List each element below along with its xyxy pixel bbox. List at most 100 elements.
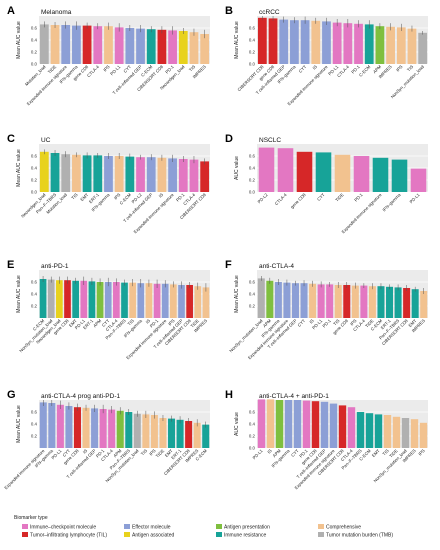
legend-label-antigen-presentation: Antigen presentation <box>224 524 270 530</box>
y-axis-label: AUC value <box>234 412 240 436</box>
legend-swatch-immune-checkpoint <box>22 524 28 529</box>
bar-a-13 <box>168 30 177 64</box>
panel-c: C0.00.20.40.6UCMean AUC valueNeoantigen_… <box>7 133 210 234</box>
legend-label-immune-checkpoint: Immune–checkpoint molecule <box>30 524 96 530</box>
bar-d-6 <box>354 156 370 192</box>
bar-f-8 <box>318 284 325 318</box>
bar-e-8 <box>97 282 104 318</box>
x-tick-label: IS <box>158 192 165 199</box>
bar-g-6 <box>83 408 90 448</box>
legend-title: Biomarker type <box>14 515 48 521</box>
y-axis-label: Mean AUC value <box>16 21 22 59</box>
panel-h: H0.00.20.40.6anti-CTLA-4 + anti-PD-1AUC … <box>225 389 428 490</box>
legend-label-immune-resistance: Immune resistance <box>224 532 266 538</box>
bar-f-4 <box>283 283 290 318</box>
bar-d-2 <box>278 148 294 192</box>
y-tick-label: 0.4 <box>249 166 256 171</box>
x-tick-label: Expanded immune signature <box>3 448 46 491</box>
bar-f-19 <box>412 289 419 318</box>
y-tick-label: 0.6 <box>31 410 38 415</box>
x-tick-label: PD-L1 <box>109 64 122 77</box>
legend-label-comprehensive: Comprehensive <box>326 524 361 530</box>
panel-a: A 0.0 0.2 0.4 0.6 Melanoma Mean AUC valueMutat… <box>7 5 210 106</box>
y-tick-label: 0.2 <box>249 178 256 183</box>
bar-g-2 <box>48 403 55 448</box>
bar-e-15 <box>154 284 161 318</box>
panel-g: G0.20.40.6anti-CTLA-4 prog anti-PD-1Mean… <box>3 389 210 490</box>
bar-d-7 <box>373 158 389 192</box>
y-tick-label: 0.4 <box>31 38 38 43</box>
bar-g-7 <box>91 408 98 448</box>
bar-f-10 <box>335 285 342 318</box>
legend-label-til: Tumor–infiltrating lymphocyte (TIL) <box>30 532 107 538</box>
legend-swatch-effector <box>124 524 130 529</box>
bar-g-9 <box>108 410 115 448</box>
bar-b-14 <box>397 27 406 64</box>
y-tick-label: 0.4 <box>249 38 256 43</box>
bar-a-9 <box>125 28 134 64</box>
bar-f-7 <box>309 284 316 318</box>
bar-c-6 <box>93 155 102 192</box>
bar-a-10 <box>136 29 145 64</box>
x-tick-label: CTLA-4 <box>274 192 288 206</box>
bar-f-14 <box>369 286 376 318</box>
bar-b-12 <box>376 26 385 64</box>
y-tick-label: 0.0 <box>31 190 38 195</box>
bar-h-4 <box>285 400 292 448</box>
bar-e-6 <box>80 281 87 318</box>
y-axis-label: AUC value <box>234 156 240 180</box>
bar-c-2 <box>51 153 60 192</box>
legend-swatch-antigen-presentation <box>216 524 222 529</box>
legend-items: Immune–checkpoint molecule Effector molec… <box>22 524 393 538</box>
y-axis-label: Mean AUC value <box>16 405 22 443</box>
bar-e-3 <box>56 280 63 318</box>
bar-g-16 <box>168 419 175 448</box>
bar-h-12 <box>357 412 364 448</box>
bar-h-3 <box>276 400 283 448</box>
panel-g-letter: G <box>7 389 16 401</box>
bar-b-5 <box>301 20 310 64</box>
bar-e-17 <box>170 284 177 318</box>
bar-g-12 <box>134 414 141 448</box>
y-tick-label: 0.6 <box>31 280 38 285</box>
bar-g-13 <box>142 414 149 448</box>
panel-e-letter: E <box>7 259 14 271</box>
bar-b-4 <box>290 20 299 64</box>
legend-label-antigen-associated: Antigen associated <box>132 532 174 538</box>
bar-f-1 <box>258 278 265 318</box>
x-tick-label: EMT <box>371 448 381 458</box>
x-tick-label: CYT <box>297 318 307 328</box>
legend-swatch-antigen-associated <box>124 532 130 537</box>
bar-b-6 <box>311 21 320 64</box>
panel-h-letter: H <box>225 389 233 401</box>
legend: Biomarker type Immune–checkpoint molecul… <box>14 515 393 538</box>
y-axis-label: Mean AUC value <box>16 275 22 313</box>
legend-swatch-comprehensive <box>318 524 324 529</box>
bar-e-12 <box>129 283 136 318</box>
y-tick-label: 0.6 <box>249 410 256 415</box>
y-tick-label: 0.4 <box>249 292 256 297</box>
x-tick-label: TIS <box>70 192 78 200</box>
bar-g-1 <box>40 402 47 448</box>
bar-h-19 <box>420 423 427 448</box>
bar-h-11 <box>348 407 355 448</box>
bar-a-1 <box>40 24 49 64</box>
y-tick-label: 0.2 <box>31 178 38 183</box>
bar-f-5 <box>292 283 299 318</box>
bar-c-13 <box>168 158 177 192</box>
bar-e-19 <box>186 285 193 318</box>
bar-f-2 <box>266 281 273 318</box>
bar-b-10 <box>354 24 363 64</box>
bar-g-18 <box>185 421 192 448</box>
x-tick-label: IS <box>312 64 319 71</box>
bar-a-14 <box>179 31 188 64</box>
panel-f-title: anti-CTLA-4 <box>259 263 294 270</box>
bar-b-11 <box>365 24 374 64</box>
y-tick-label: 0.2 <box>31 50 38 55</box>
bar-e-9 <box>105 282 112 318</box>
bar-h-15 <box>384 415 391 448</box>
panel-c-title: UC <box>41 137 51 144</box>
bar-g-10 <box>117 411 124 448</box>
bar-c-10 <box>136 157 145 192</box>
bar-e-18 <box>178 285 185 318</box>
